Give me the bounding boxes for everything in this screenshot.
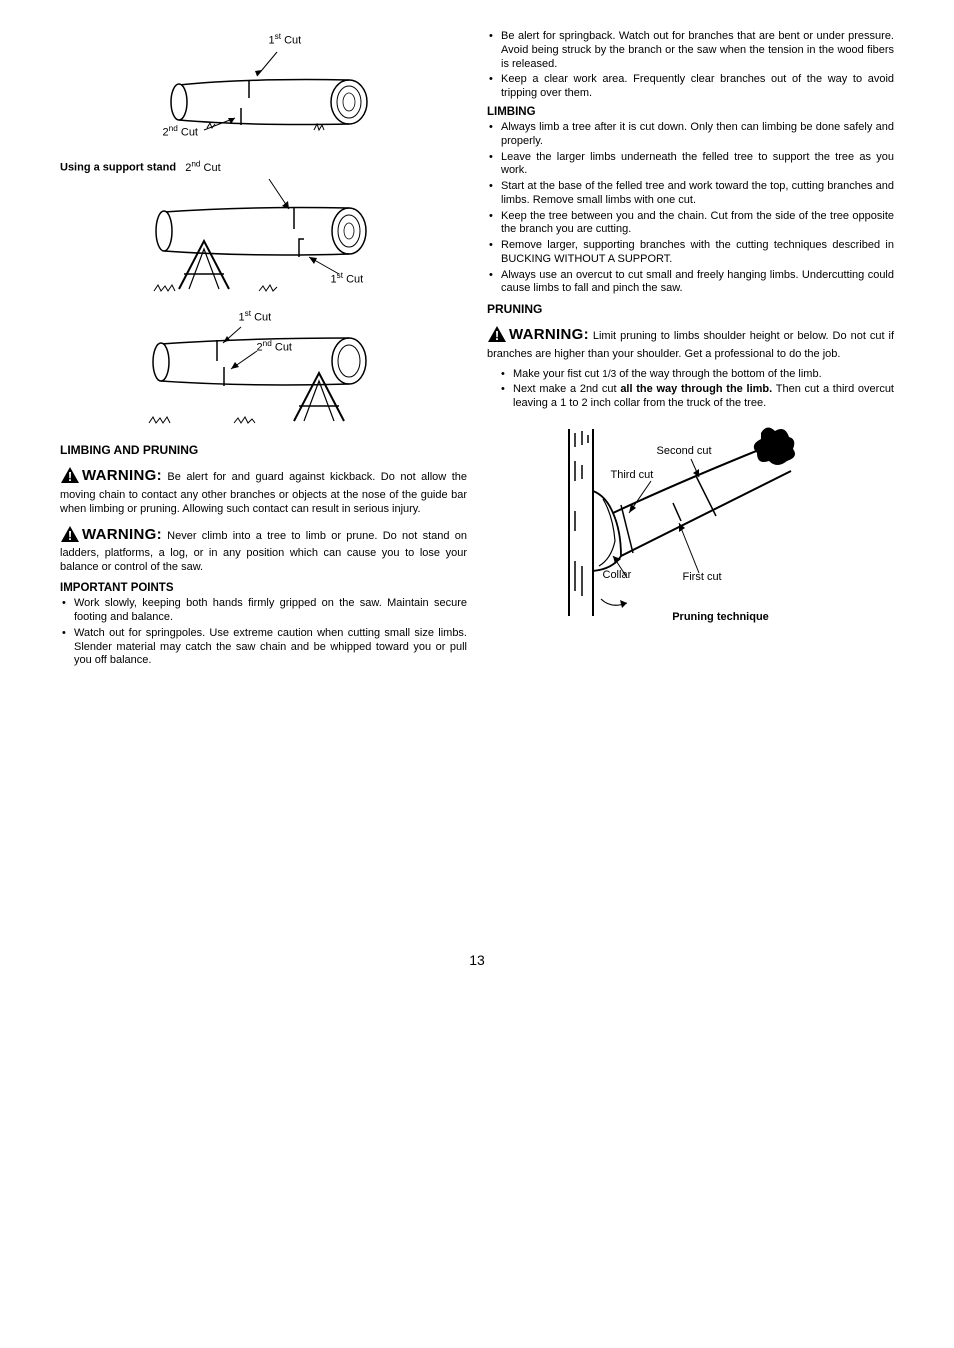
list-item: Be alert for springback. Watch out for b… <box>487 30 894 71</box>
warning-2: ! WARNING: Never climb into a tree to li… <box>60 525 467 575</box>
fig1-label-bottom: 2nd Cut <box>163 124 199 140</box>
important-points-list: Work slowly, keeping both hands firmly g… <box>60 597 467 668</box>
pruning-title: PRUNING <box>487 302 894 317</box>
figure-log-no-support: 1st Cut 2nd Cut <box>149 30 379 145</box>
warning-word: WARNING: <box>82 526 162 543</box>
list-item: Next make a 2nd cut all the way through … <box>499 383 894 411</box>
top-continued-list: Be alert for springback. Watch out for b… <box>487 30 894 101</box>
section-limbing-pruning: LIMBING AND PRUNING <box>60 443 467 458</box>
warning-word: WARNING: <box>509 326 589 343</box>
limbing-list: Always limb a tree after it is cut down.… <box>487 121 894 296</box>
warning-icon: ! <box>60 525 80 548</box>
label-collar: Collar <box>603 569 632 583</box>
list-item: Keep the tree between you and the chain.… <box>487 210 894 238</box>
list-item: Always use an overcut to cut small and f… <box>487 269 894 297</box>
warning-3: ! WARNING: Limit pruning to limbs should… <box>487 325 894 362</box>
label-first-cut: First cut <box>683 571 722 585</box>
fig3-label1: 1st Cut <box>239 309 272 325</box>
list-item: Work slowly, keeping both hands firmly g… <box>60 597 467 625</box>
figure-pruning-technique: Second cut Third cut Collar First cut Pr… <box>551 421 831 625</box>
svg-text:!: ! <box>68 469 72 484</box>
list-item: Start at the base of the felled tree and… <box>487 180 894 208</box>
limbing-title: LIMBING <box>487 105 894 119</box>
important-points-title: IMPORTANT POINTS <box>60 581 467 595</box>
caption-support-stand: Using a support stand 2nd Cut <box>60 159 467 175</box>
list-item: Leave the larger limbs underneath the fe… <box>487 151 894 179</box>
list-item: Make your fist cut 1/3 of the way throug… <box>499 368 894 382</box>
list-item: Watch out for springpoles. Use extreme c… <box>60 627 467 668</box>
fig1-label-top: 1st Cut <box>269 32 302 48</box>
label-third-cut: Third cut <box>611 469 654 483</box>
pruning-steps-list: Make your fist cut 1/3 of the way throug… <box>487 368 894 411</box>
list-item: Always limb a tree after it is cut down.… <box>487 121 894 149</box>
fig2-label: 1st Cut <box>331 271 364 287</box>
warning-icon: ! <box>487 325 507 348</box>
list-item: Keep a clear work area. Frequently clear… <box>487 73 894 101</box>
figure-support-stand-2: 1st Cut 2nd Cut <box>139 309 389 429</box>
label-second-cut: Second cut <box>657 445 712 459</box>
list-item: Remove larger, supporting branches with … <box>487 239 894 267</box>
fig3-label2: 2nd Cut <box>257 339 293 355</box>
svg-text:!: ! <box>495 328 499 343</box>
warning-1: ! WARNING: Be alert for and guard agains… <box>60 466 467 516</box>
figure-support-stand-1: 1st Cut <box>139 179 389 299</box>
svg-text:!: ! <box>68 528 72 543</box>
warning-word: WARNING: <box>82 467 162 484</box>
warning-icon: ! <box>60 466 80 489</box>
page-number: 13 <box>60 952 894 970</box>
